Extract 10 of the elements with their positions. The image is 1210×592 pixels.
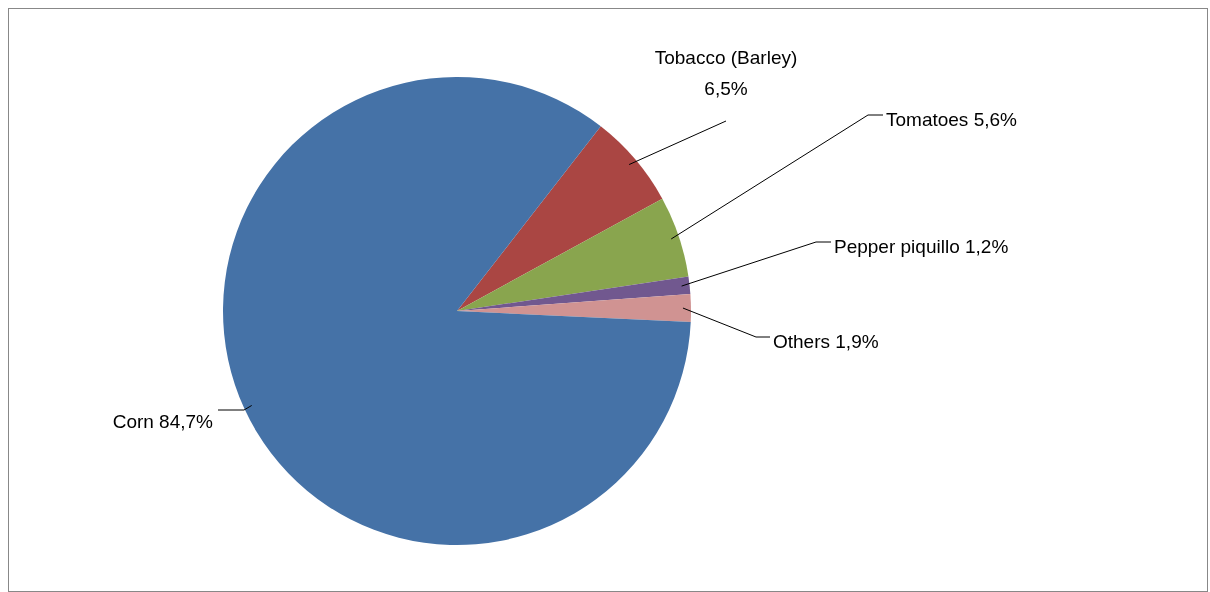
slice-label: Corn 84,7% (112, 411, 214, 432)
pie-slice (457, 276, 691, 311)
slice-label: Tobacco (Barley) (654, 47, 798, 68)
pie-slice (223, 77, 691, 545)
slice-label: Tomatoes 5,6% (886, 109, 1018, 130)
data-label: 6,5% (704, 78, 748, 99)
pie-slice (457, 198, 689, 311)
slice-label: Others 1,9% (773, 331, 879, 352)
slice-label: Pepper piquillo 1,2% (834, 236, 1009, 257)
pie-slice (457, 126, 663, 311)
